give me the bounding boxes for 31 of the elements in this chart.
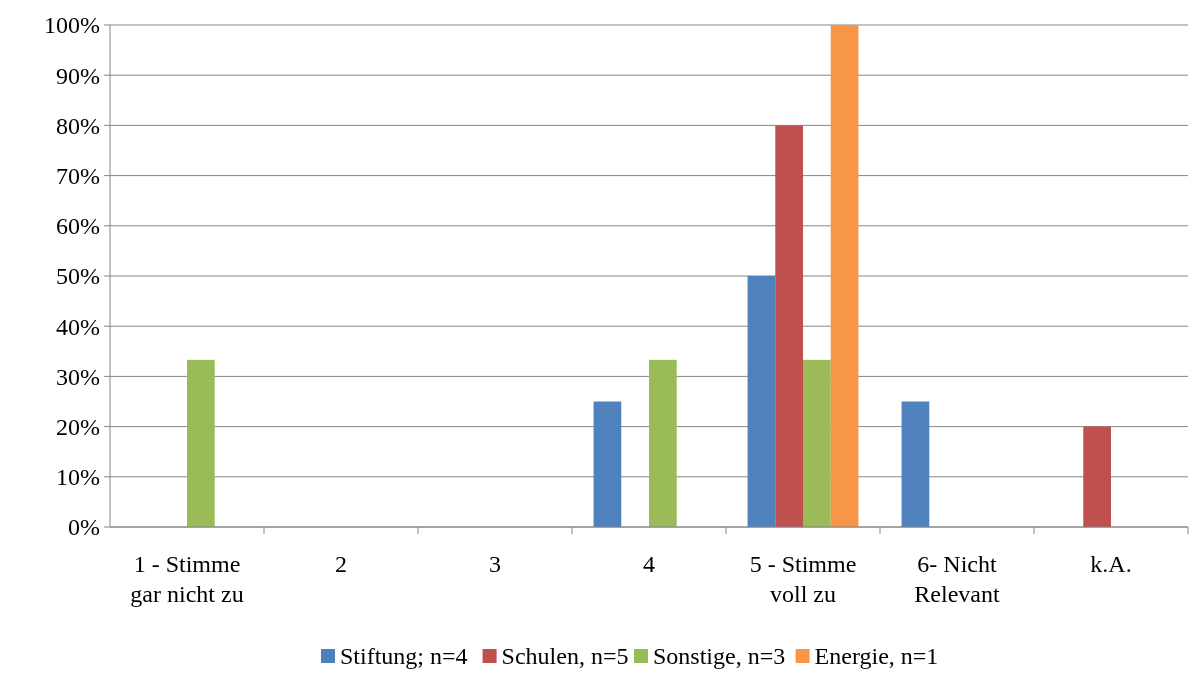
y-tick-label: 100% bbox=[44, 12, 100, 39]
x-tick-label: 6- Nicht Relevant bbox=[914, 551, 1000, 607]
y-tick-label: 60% bbox=[56, 213, 100, 240]
y-tick-label: 0% bbox=[68, 514, 100, 541]
legend-label: Stiftung; n=4 bbox=[340, 643, 468, 670]
y-tick-label: 90% bbox=[56, 62, 100, 89]
x-tick-label: 3 bbox=[489, 551, 501, 577]
y-tick-label: 40% bbox=[56, 313, 100, 340]
bar bbox=[1083, 426, 1111, 527]
bar bbox=[747, 276, 776, 527]
bar bbox=[803, 359, 831, 527]
bar bbox=[830, 25, 859, 527]
legend-label: Schulen, n=5 bbox=[501, 643, 629, 670]
y-tick-label: 10% bbox=[56, 464, 100, 491]
legend-label: Sonstige, n=3 bbox=[653, 643, 786, 670]
y-tick-label: 30% bbox=[56, 363, 100, 390]
y-tick-label: 80% bbox=[56, 112, 100, 139]
y-tick-label: 70% bbox=[56, 163, 100, 189]
bar bbox=[649, 359, 677, 527]
x-tick-label: 5 - Stimme voll zu bbox=[749, 551, 857, 607]
x-tick-label: 4 bbox=[643, 551, 655, 577]
x-tick-label: 2 bbox=[335, 551, 347, 577]
x-tick-label: k.A. bbox=[1090, 551, 1132, 577]
x-tick-label: 1 - Stimme gar nicht zu bbox=[130, 551, 244, 607]
bar bbox=[593, 401, 622, 527]
bar bbox=[775, 125, 803, 527]
bar bbox=[187, 359, 215, 527]
bar bbox=[901, 401, 930, 527]
legend-label: Energie, n=1 bbox=[814, 643, 939, 670]
y-tick-label: 50% bbox=[56, 263, 100, 290]
y-tick-label: 20% bbox=[56, 414, 100, 440]
